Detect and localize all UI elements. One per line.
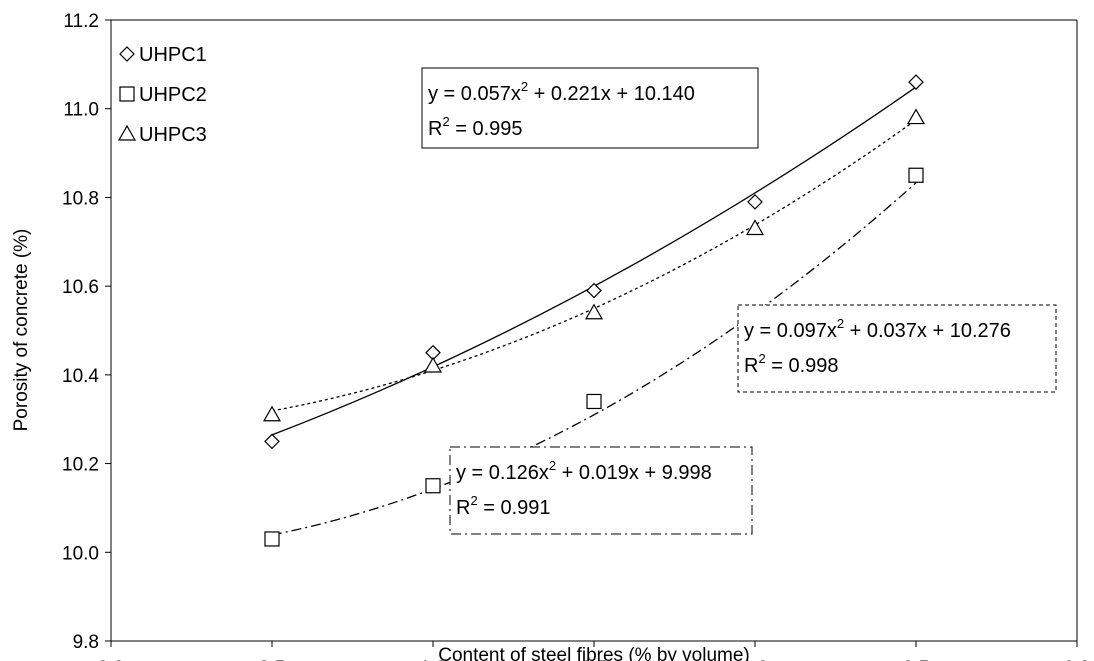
y-tick-label: 11.0: [63, 100, 99, 121]
y-tick-label: 10.2: [62, 455, 99, 476]
equation-box-uhpc2: [450, 447, 752, 534]
r-squared-text-uhpc3: R2 = 0.998: [744, 351, 839, 377]
data-point-uhpc1: [587, 284, 601, 298]
data-point-uhpc2: [587, 394, 601, 408]
data-point-uhpc2: [909, 168, 923, 182]
equation-part: y = 0.057x: [428, 83, 521, 105]
y-axis-label: Porosity of concrete (%): [11, 229, 32, 432]
superscript: 2: [758, 351, 765, 366]
r-squared-text-uhpc2: R2 = 0.991: [456, 493, 551, 519]
equation-part: y = 0.126x: [456, 462, 549, 484]
data-point-uhpc3: [747, 220, 763, 234]
equation-text-uhpc1: y = 0.057x2 + 0.221x + 10.140: [428, 79, 695, 105]
legend-marker-uhpc3: [119, 126, 135, 140]
y-tick-label: 10.8: [62, 188, 99, 209]
data-point-uhpc3: [586, 305, 602, 319]
equation-part: = 0.991: [478, 497, 551, 519]
superscript: 2: [521, 79, 528, 94]
data-point-uhpc3: [264, 407, 280, 421]
data-point-uhpc1: [909, 75, 923, 89]
equation-part: + 0.037x + 10.276: [844, 320, 1011, 342]
equation-part: = 0.995: [450, 118, 523, 140]
equation-text-uhpc2: y = 0.126x2 + 0.019x + 9.998: [456, 458, 712, 484]
data-point-uhpc3: [908, 110, 924, 124]
y-tick-label: 10.6: [62, 277, 99, 298]
legend-marker-uhpc1: [120, 47, 134, 61]
y-tick-label: 9.8: [73, 632, 99, 653]
equation-part: = 0.998: [766, 355, 839, 377]
data-point-uhpc2: [426, 479, 440, 493]
equation-part: y = 0.097x: [744, 320, 837, 342]
data-point-uhpc1: [265, 434, 279, 448]
superscript: 2: [470, 493, 477, 508]
equation-part: + 0.019x + 9.998: [556, 462, 712, 484]
equation-part: + 0.221x + 10.140: [528, 83, 695, 105]
equation-text-uhpc3: y = 0.097x2 + 0.037x + 10.276: [744, 316, 1011, 342]
legend-label-uhpc2: UHPC2: [139, 84, 207, 106]
equation-part: R: [456, 497, 470, 519]
superscript: 2: [442, 114, 449, 129]
equation-part: R: [428, 118, 442, 140]
legend: UHPC1 UHPC2 UHPC3: [119, 44, 207, 146]
legend-label-uhpc1: UHPC1: [139, 44, 207, 66]
data-point-uhpc2: [265, 532, 279, 546]
superscript: 2: [837, 316, 844, 331]
superscript: 2: [549, 458, 556, 473]
y-tick-label: 10.0: [62, 543, 99, 564]
y-tick-label: 11.2: [63, 11, 99, 32]
legend-marker-uhpc2: [120, 87, 134, 101]
legend-label-uhpc3: UHPC3: [139, 124, 207, 146]
r-squared-text-uhpc1: R2 = 0.995: [428, 114, 523, 140]
data-point-uhpc1: [748, 195, 762, 209]
y-tick-label: 10.4: [62, 366, 99, 387]
x-axis-label: Content of steel fibres (% by volume): [438, 645, 750, 661]
equation-part: R: [744, 355, 758, 377]
equation-box-uhpc3: [738, 305, 1056, 392]
